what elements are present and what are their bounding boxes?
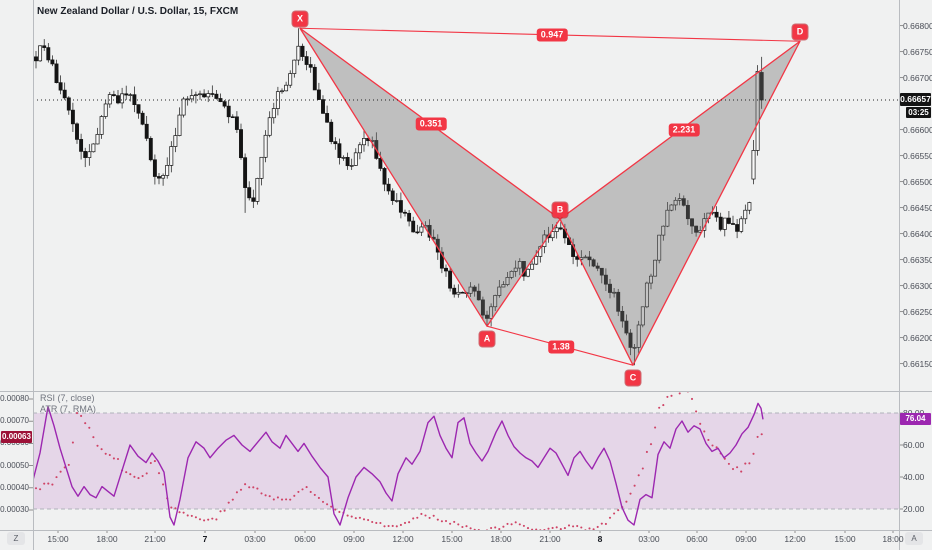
time-tick-label: 18:00 xyxy=(490,534,512,544)
legend-atr[interactable]: ATR (7, RMA) xyxy=(40,404,96,414)
pane-divider[interactable] xyxy=(0,391,932,392)
price-tick-label: 0.66800 xyxy=(903,20,932,31)
atr-tick-label: 0.00030 xyxy=(0,505,29,514)
time-tick-label: 8 xyxy=(597,534,603,544)
pattern-point-D[interactable]: D xyxy=(792,24,808,40)
pattern-point-C[interactable]: C xyxy=(625,370,641,386)
time-tick-label: 15:00 xyxy=(47,534,69,544)
price-tick-label: 0.66200 xyxy=(903,332,932,343)
atr-tick-label: 0.00050 xyxy=(0,460,29,470)
price-tick-label: 0.66600 xyxy=(903,124,932,135)
price-tick-label: 0.66350 xyxy=(903,254,932,265)
harmonic-pattern[interactable] xyxy=(299,27,801,366)
pattern-point-B[interactable]: B xyxy=(552,202,568,218)
indicator-pane[interactable] xyxy=(33,388,899,532)
rsi-tick-label: 60.00 xyxy=(903,440,925,450)
pattern-ratio-label: 1.38 xyxy=(548,340,574,354)
atr-tick-label: 0.00080 xyxy=(0,394,29,403)
bar-countdown-badge: 03:25 xyxy=(906,107,931,118)
price-tick-label: 0.66450 xyxy=(903,202,932,213)
rsi-tick-label: 20.00 xyxy=(903,504,925,514)
time-tick-label: 03:00 xyxy=(244,534,266,544)
last-price-badge: 0.66657 xyxy=(900,93,931,106)
rsi-tick-label: 40.00 xyxy=(903,472,925,482)
axis-reset-button[interactable]: A xyxy=(905,532,923,545)
time-tick-label: 7 xyxy=(202,534,208,544)
price-tick-label: 0.66750 xyxy=(903,46,932,57)
price-tick-label: 0.66700 xyxy=(903,72,932,83)
rsi-value-badge: 76.04 xyxy=(900,413,931,425)
time-tick-label: 18:00 xyxy=(882,534,904,544)
legend-rsi[interactable]: RSI (7, close) xyxy=(40,393,95,403)
time-tick-label: 09:00 xyxy=(343,534,365,544)
pattern-ratio-label: 0.947 xyxy=(536,28,568,42)
pattern-ratio-label: 2.231 xyxy=(668,123,700,137)
main-pane[interactable] xyxy=(33,27,899,366)
left-axis-border xyxy=(33,0,34,550)
price-tick-label: 0.66400 xyxy=(903,228,932,239)
time-tick-label: 21:00 xyxy=(144,534,166,544)
pattern-ratio-label: 0.351 xyxy=(415,117,447,131)
time-tick-label: 03:00 xyxy=(638,534,660,544)
price-tick-label: 0.66250 xyxy=(903,306,932,317)
candles-layer xyxy=(34,28,764,366)
atr-tick-label: 0.00070 xyxy=(0,416,29,426)
right-axis-border xyxy=(899,0,900,550)
pattern-point-X[interactable]: X xyxy=(292,11,308,27)
time-tick-label: 12:00 xyxy=(784,534,806,544)
price-tick-label: 0.66300 xyxy=(903,280,932,291)
price-tick-label: 0.66150 xyxy=(903,358,932,369)
time-tick-label: 18:00 xyxy=(96,534,118,544)
time-tick-label: 15:00 xyxy=(834,534,856,544)
time-tick-label: 15:00 xyxy=(441,534,463,544)
time-axis-border xyxy=(0,530,932,531)
price-tick-label: 0.66500 xyxy=(903,176,932,187)
time-tick-label: 12:00 xyxy=(392,534,414,544)
price-tick-label: 0.66550 xyxy=(903,150,932,161)
timezone-button[interactable]: Z xyxy=(7,532,25,545)
time-tick-label: 06:00 xyxy=(294,534,316,544)
atr-value-badge: 0.00063 xyxy=(1,431,32,443)
atr-dots-layer xyxy=(34,391,763,530)
atr-tick-label: 0.00040 xyxy=(0,482,29,492)
time-tick-label: 09:00 xyxy=(735,534,757,544)
time-tick-label: 06:00 xyxy=(686,534,708,544)
pattern-point-A[interactable]: A xyxy=(479,331,495,347)
symbol-title: New Zealand Dollar / U.S. Dollar, 15, FX… xyxy=(37,6,239,17)
rsi-line xyxy=(33,402,764,526)
time-tick-label: 21:00 xyxy=(539,534,561,544)
